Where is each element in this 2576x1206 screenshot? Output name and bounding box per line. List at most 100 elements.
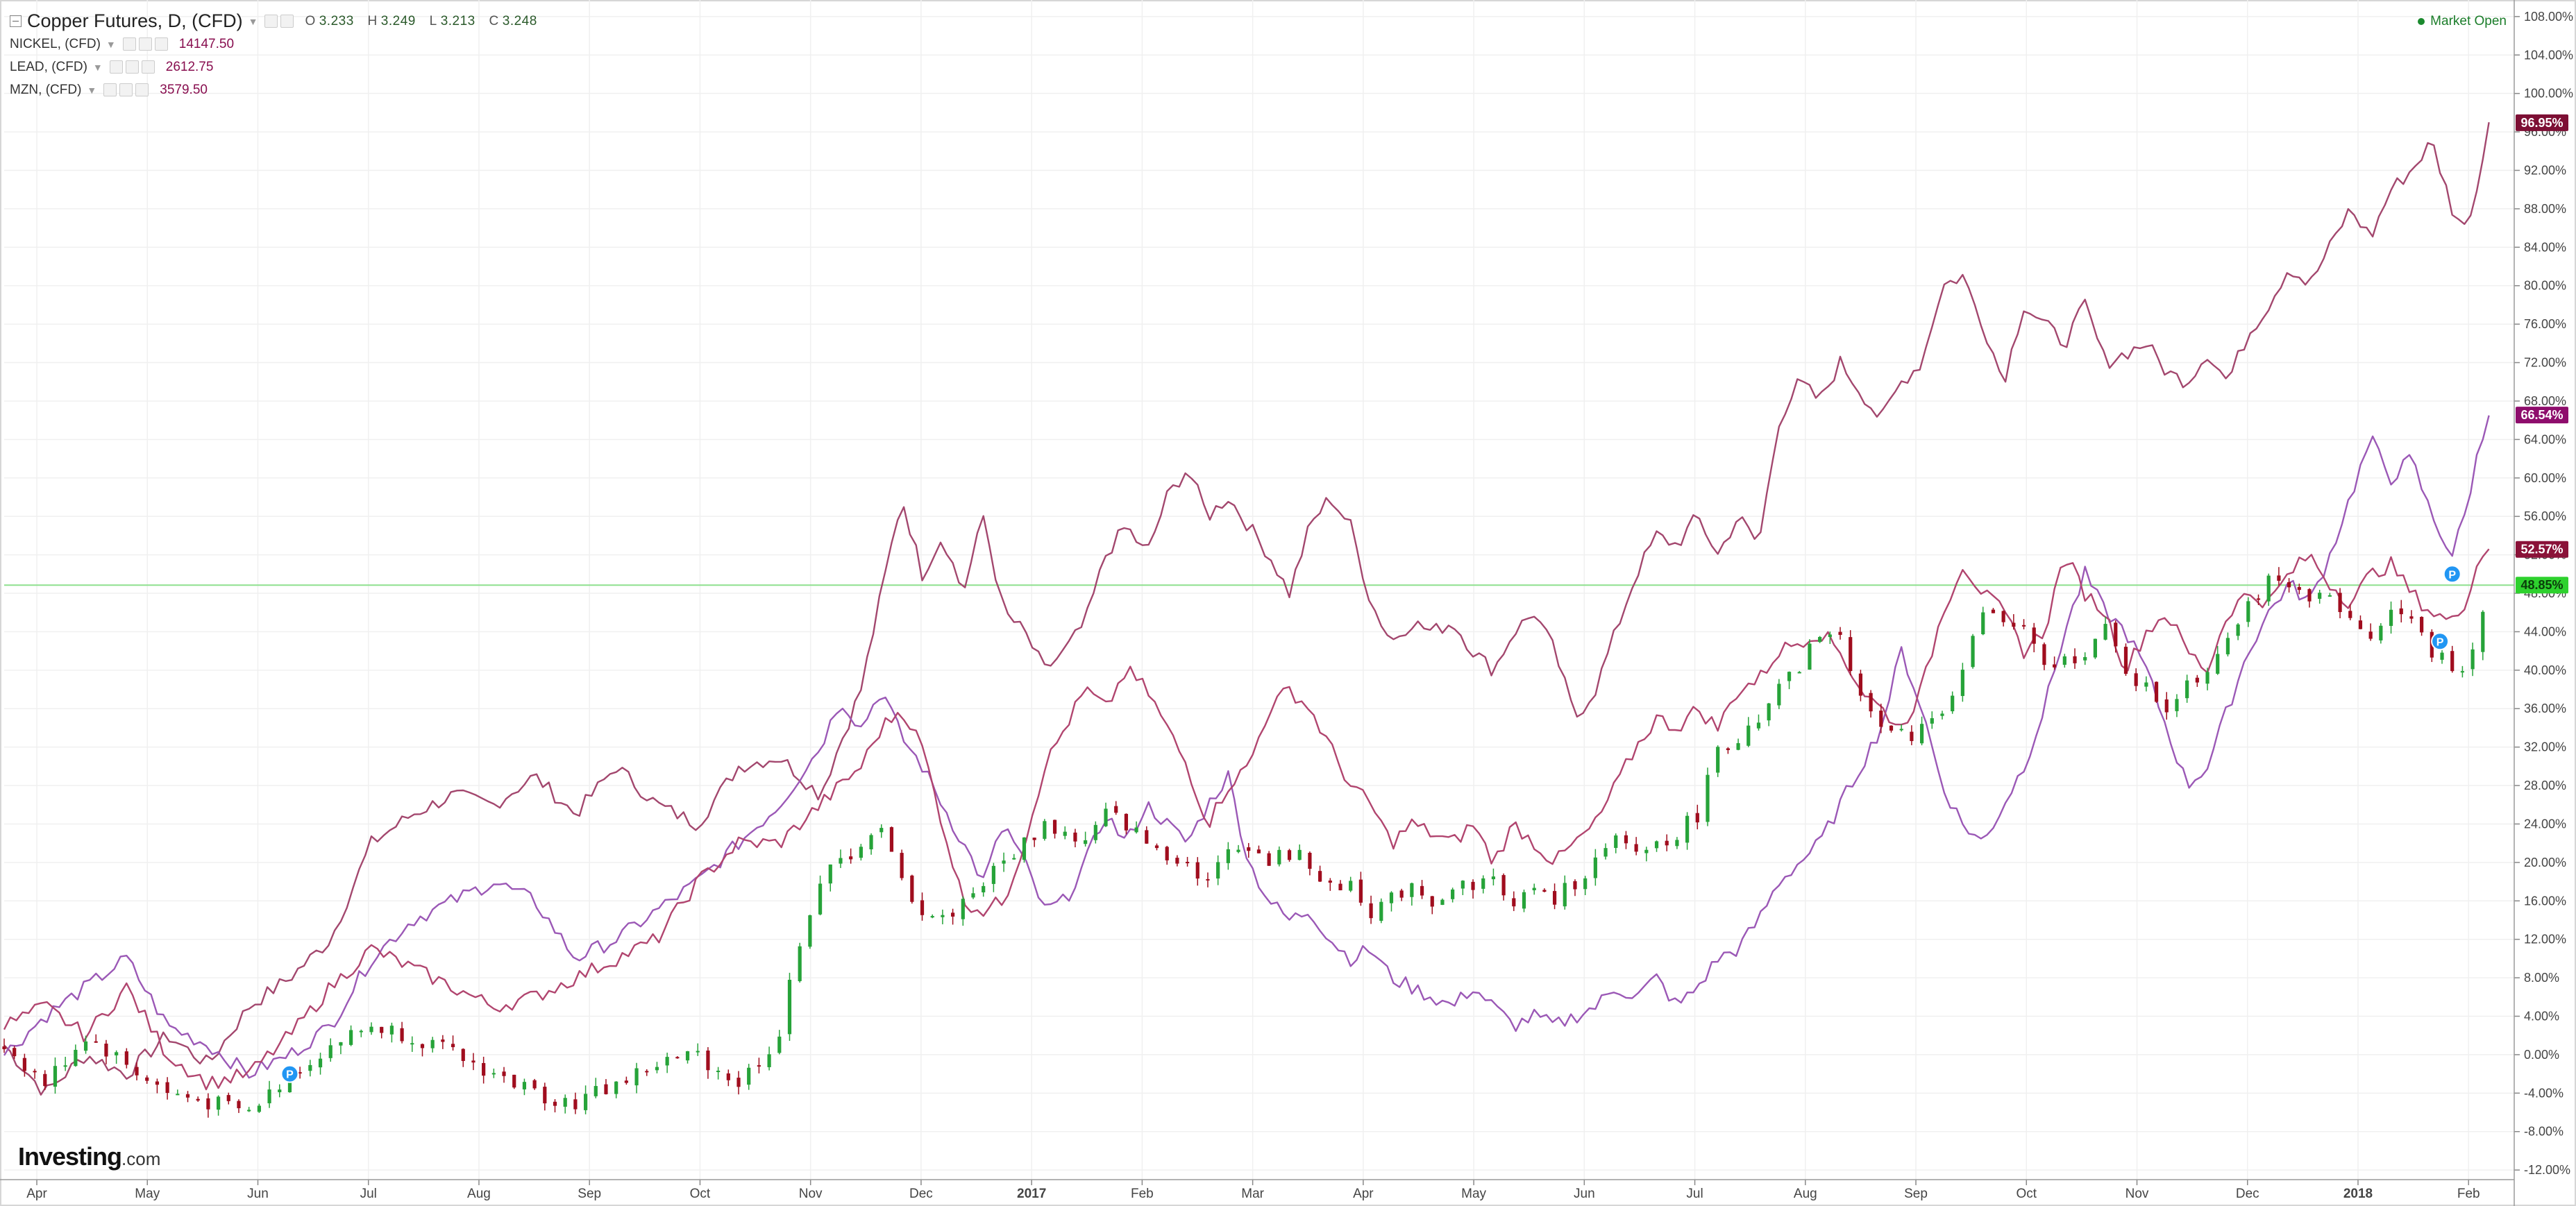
candle-body [2389, 609, 2393, 627]
candle-body [257, 1105, 261, 1112]
candle-body [1654, 841, 1659, 849]
x-tick-label: Nov [2125, 1187, 2149, 1201]
candle-body [2103, 624, 2107, 640]
candle-body [1716, 747, 1720, 773]
collapse-icon[interactable] [10, 15, 22, 27]
candle-body [1114, 806, 1118, 813]
compare-label-mzn[interactable]: MZN, (CFD) [10, 82, 82, 97]
candle-body [1481, 878, 1485, 889]
chart-legend: Copper Futures, D, (CFD) ▼ O 3.233 H 3.249… [10, 10, 547, 101]
x-tick-label: Oct [2016, 1187, 2037, 1201]
chevron-down-icon[interactable]: ▼ [248, 15, 258, 27]
x-tick-label: Oct [690, 1187, 711, 1201]
candle-body [2399, 608, 2403, 615]
candle-body [1287, 850, 1292, 860]
candle-body [176, 1094, 180, 1096]
candle-body [185, 1094, 190, 1098]
candle-body [359, 1030, 363, 1033]
candle-body [2379, 625, 2383, 640]
series-line-mzn[interactable] [3, 548, 2490, 1091]
candle-body [2164, 699, 2169, 713]
eye-icon[interactable] [122, 37, 136, 51]
candle-body [941, 915, 945, 917]
eye-icon[interactable] [103, 83, 117, 96]
legend-row-lead[interactable]: LEAD, (CFD) ▼ 2612.75 [10, 56, 547, 78]
candle-body [1430, 896, 1434, 907]
candle-body [1522, 892, 1526, 909]
event-marker-icon[interactable] [2431, 632, 2450, 651]
main-symbol-label[interactable]: Copper Futures, D, (CFD) [27, 10, 243, 31]
hide-icon[interactable] [280, 15, 294, 28]
close-label: C [489, 13, 499, 28]
candle-body [726, 1073, 730, 1080]
candle-body [1256, 849, 1261, 853]
candle-body [879, 828, 884, 833]
candle-body [451, 1044, 455, 1048]
high-label: H [367, 13, 378, 28]
candle-body [1858, 673, 1863, 696]
candle-body [1838, 631, 1842, 635]
compare-label-nickel[interactable]: NICKEL, (CFD) [10, 36, 101, 51]
candle-body [1022, 837, 1027, 860]
x-tick-label: Jun [247, 1187, 269, 1201]
copper-candles [2, 567, 2485, 1118]
legend-row-nickel[interactable]: NICKEL, (CFD) ▼ 14147.50 [10, 33, 547, 56]
candle-body [991, 865, 995, 884]
candle-body [1777, 683, 1781, 706]
candle-body [951, 912, 955, 917]
settings-icon[interactable] [125, 60, 139, 74]
candle-body [1593, 857, 1597, 878]
event-marker-icon[interactable] [2443, 565, 2461, 584]
candle-body [2012, 622, 2016, 627]
candle-body [1675, 840, 1679, 847]
x-tick-label: Nov [799, 1187, 823, 1201]
event-marker-label: P [2436, 636, 2444, 648]
candle-body [2001, 611, 2005, 622]
candle-body [2246, 601, 2250, 622]
legend-row-mzn[interactable]: MZN, (CFD) ▼ 3579.50 [10, 78, 547, 101]
x-tick-label: 2017 [1017, 1187, 1046, 1201]
chevron-down-icon[interactable]: ▼ [106, 38, 116, 50]
settings-icon[interactable] [138, 37, 152, 51]
y-axis: -12.00% -8.00% -4.00% 0.00% 4.00% 8.00% 12.00%… [2514, 0, 2573, 1206]
candle-body [1971, 636, 1975, 668]
x-tick-label: Aug [1794, 1187, 1817, 1201]
candle-body [1145, 830, 1149, 844]
event-marker-icon[interactable] [280, 1064, 299, 1083]
settings-icon[interactable] [264, 15, 278, 28]
y-tick-label: 44.00% [2524, 625, 2566, 638]
close-icon[interactable] [135, 83, 149, 96]
candle-body [1501, 875, 1506, 896]
y-tick-label: 56.00% [2524, 509, 2566, 523]
candle-body [1195, 862, 1199, 879]
close-icon[interactable] [154, 37, 168, 51]
candle-body [145, 1077, 149, 1081]
series-line-nickel[interactable] [3, 122, 2490, 1096]
candle-body [532, 1080, 537, 1089]
candle-body [818, 883, 823, 915]
compare-label-lead[interactable]: LEAD, (CFD) [10, 59, 87, 74]
legend-main-row[interactable]: Copper Futures, D, (CFD) ▼ O 3.233 H 3.249… [10, 10, 547, 33]
high-value: 3.249 [380, 13, 416, 28]
y-tick-label: 64.00% [2524, 432, 2566, 446]
candle-body [2481, 611, 2485, 652]
candle-body [1084, 840, 1088, 844]
close-icon[interactable] [141, 60, 155, 74]
candle-body [543, 1087, 547, 1104]
candle-body [63, 1065, 67, 1067]
settings-icon[interactable] [119, 83, 133, 96]
candle-body [1328, 880, 1332, 883]
candle-body [1104, 808, 1108, 826]
candle-body [1389, 892, 1394, 903]
candle-body [583, 1094, 588, 1110]
y-tick-label: 0.00% [2524, 1048, 2559, 1062]
ohlc-values: O 3.233 H 3.249 L 3.213 C 3.248 [305, 14, 546, 29]
chevron-down-icon[interactable]: ▼ [92, 61, 103, 73]
candle-body [1960, 670, 1964, 697]
eye-icon[interactable] [109, 60, 123, 74]
chevron-down-icon[interactable]: ▼ [87, 84, 97, 96]
candle-body [2032, 627, 2036, 644]
candle-body [1685, 815, 1690, 843]
series-line-lead[interactable] [3, 415, 2490, 1079]
